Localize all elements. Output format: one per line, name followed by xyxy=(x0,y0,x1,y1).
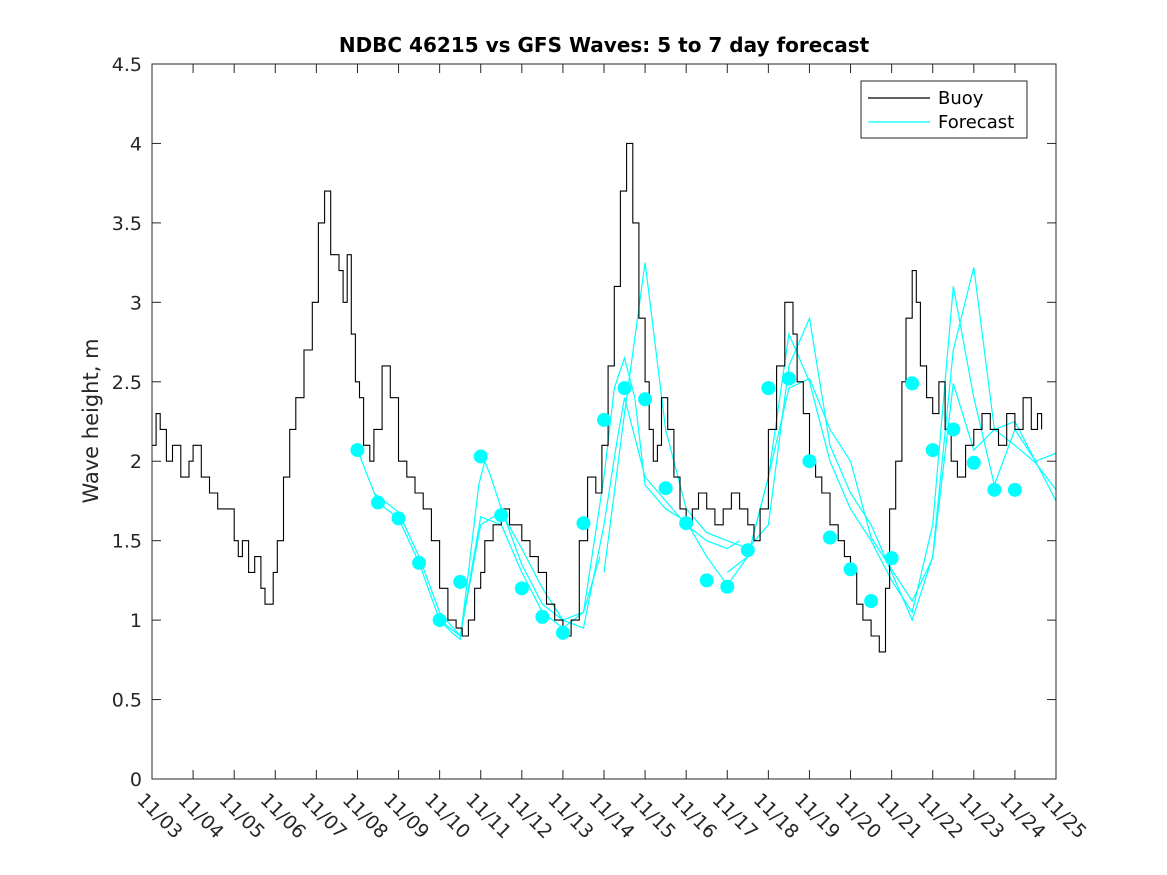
forecast-marker xyxy=(966,455,981,470)
x-tick-label: 11/07 xyxy=(297,789,351,843)
forecast-line xyxy=(603,262,1057,622)
x-tick-label: 11/08 xyxy=(338,789,392,843)
y-tick-label: 4.5 xyxy=(112,54,142,76)
x-tick-label: 11/05 xyxy=(215,789,269,843)
forecast-marker xyxy=(371,495,385,510)
forecast-marker xyxy=(391,511,406,526)
forecast-marker xyxy=(658,481,673,496)
buoy-series xyxy=(152,142,1043,653)
x-tick-label: 11/17 xyxy=(708,789,762,843)
forecast-marker xyxy=(843,562,858,577)
forecast-marker xyxy=(1007,482,1022,497)
x-tick-label: 11/04 xyxy=(174,789,228,843)
x-tick-label: 11/06 xyxy=(256,789,310,843)
forecast-marker xyxy=(864,594,879,609)
y-tick-label: 0 xyxy=(130,769,142,791)
forecast-marker xyxy=(473,449,488,464)
x-tick-label: 11/15 xyxy=(626,789,680,843)
forecast-marker xyxy=(514,581,529,596)
x-axis-tick-labels: 11/0311/0411/0511/0611/0711/0811/0911/10… xyxy=(132,789,1090,843)
y-axis-label: Wave height, m xyxy=(79,338,103,503)
chart-title: NDBC 46215 vs GFS Waves: 5 to 7 day fore… xyxy=(339,33,870,57)
forecast-marker xyxy=(946,422,961,437)
x-tick-label: 11/14 xyxy=(584,789,638,843)
forecast-marker xyxy=(597,412,611,427)
forecast-marker xyxy=(905,376,920,391)
x-tick-label: 11/25 xyxy=(1036,789,1090,843)
forecast-marker xyxy=(453,574,468,589)
y-tick-label: 4 xyxy=(130,133,142,155)
y-tick-label: 3 xyxy=(130,292,142,314)
forecast-marker xyxy=(494,508,509,523)
legend-box xyxy=(860,80,1028,139)
x-tick-label: 11/11 xyxy=(461,789,515,843)
forecast-marker xyxy=(699,573,714,588)
y-tick-label: 2.5 xyxy=(112,372,142,394)
x-tick-label: 11/21 xyxy=(872,789,926,843)
forecast-marker xyxy=(679,516,694,531)
forecast-marker xyxy=(576,516,591,531)
y-axis-tick-labels: 0 0.5 1 1.5 2 2.5 3 3.5 4 4.5 xyxy=(112,54,142,791)
forecast-marker xyxy=(802,454,817,469)
forecast-marker xyxy=(781,371,796,386)
x-tick-label: 11/23 xyxy=(954,789,1008,843)
forecast-marker xyxy=(925,443,940,458)
forecast-marker xyxy=(987,482,1002,497)
forecast-marker xyxy=(617,381,632,396)
forecast-marker xyxy=(555,625,570,640)
x-tick-label: 11/24 xyxy=(995,789,1049,843)
y-tick-label: 3.5 xyxy=(112,213,142,235)
forecast-marker xyxy=(432,613,447,628)
x-tick-label: 11/16 xyxy=(667,789,721,843)
forecast-marker xyxy=(638,392,653,407)
x-tick-label: 11/13 xyxy=(543,789,597,843)
legend-buoy-label: Buoy xyxy=(938,88,984,109)
x-tick-label: 11/10 xyxy=(420,789,474,843)
forecast-marker xyxy=(740,543,755,558)
legend-forecast-label: Forecast xyxy=(938,112,1014,133)
forecast-markers xyxy=(350,371,1022,640)
x-tick-label: 11/12 xyxy=(502,789,556,843)
plot-frame xyxy=(151,63,1057,780)
y-tick-label: 1.5 xyxy=(112,531,142,553)
x-tick-label: 11/03 xyxy=(132,789,186,843)
legend: Buoy Forecast xyxy=(860,80,1028,139)
x-tick-label: 11/22 xyxy=(913,789,967,843)
forecast-marker xyxy=(884,551,899,566)
forecast-line xyxy=(726,286,1057,614)
forecast-marker xyxy=(535,609,550,624)
y-tick-label: 0.5 xyxy=(112,690,142,712)
forecast-marker xyxy=(350,443,365,458)
forecast-marker xyxy=(761,381,776,396)
x-tick-label: 11/19 xyxy=(790,789,844,843)
x-tick-label: 11/18 xyxy=(749,789,803,843)
forecast-marker xyxy=(412,555,427,570)
forecast-marker xyxy=(720,579,735,594)
forecast-line xyxy=(356,449,601,641)
x-tick-label: 11/09 xyxy=(379,789,433,843)
buoy-line xyxy=(152,142,1043,653)
forecast-marker xyxy=(823,530,837,545)
y-tick-label: 1 xyxy=(130,610,142,632)
y-tick-label: 2 xyxy=(130,451,142,473)
x-tick-label: 11/20 xyxy=(831,789,885,843)
